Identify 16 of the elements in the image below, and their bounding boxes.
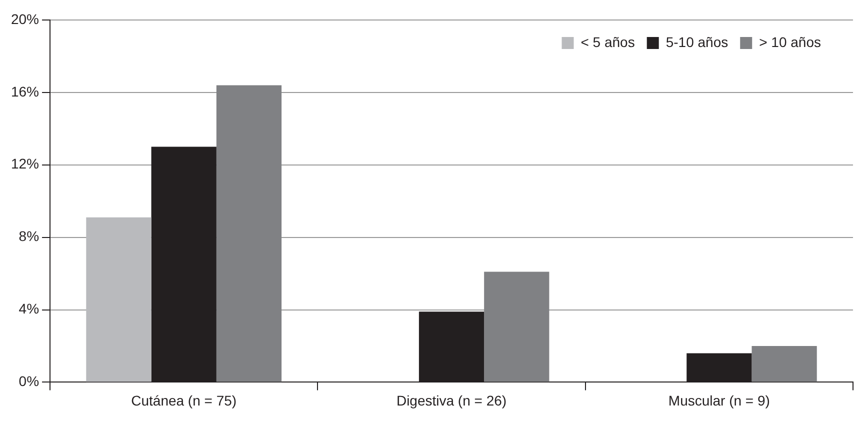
y-tick-label: 12%	[10, 156, 40, 172]
y-tick-label: 0%	[18, 373, 40, 390]
y-tick-label: 20%	[10, 10, 40, 27]
y-tick-label: 16%	[10, 83, 40, 100]
legend-label: 5-10 años	[666, 34, 728, 50]
bar	[216, 85, 282, 382]
legend-label: < 5 años	[580, 34, 635, 50]
legend-label: > 10 años	[759, 34, 822, 50]
bar	[484, 272, 550, 382]
bar	[752, 346, 817, 382]
x-tick-label: Muscular (n = 9)	[668, 392, 770, 408]
x-tick-label: Cutánea (n = 75)	[131, 392, 237, 408]
bar	[86, 217, 152, 382]
x-tick-label: Digestiva (n = 26)	[396, 392, 507, 408]
y-tick-label: 8%	[18, 228, 40, 244]
y-tick-label: 4%	[18, 300, 40, 317]
